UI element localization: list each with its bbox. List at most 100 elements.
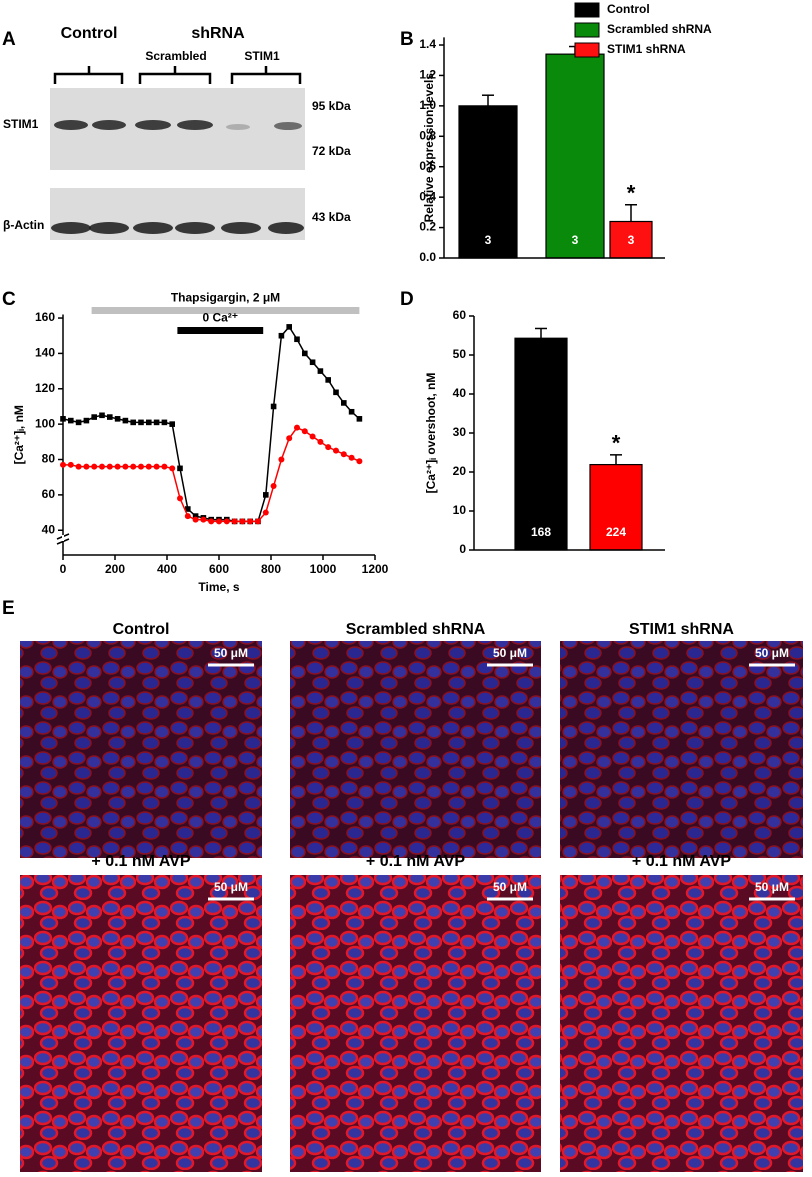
bar bbox=[514, 337, 568, 551]
image-title: + 0.1 nM AVP bbox=[91, 853, 190, 870]
marker bbox=[192, 516, 199, 523]
blot-subgroup: STIM1 bbox=[244, 49, 280, 63]
marker bbox=[114, 463, 121, 470]
marker bbox=[340, 451, 347, 458]
image-grid: Control 50 μM Scrambled shRNA 50 μM STIM1 sh… bbox=[20, 621, 803, 1172]
y-tick-label: 40 bbox=[42, 522, 56, 536]
y-tick-label: 0.6 bbox=[419, 159, 436, 173]
marker bbox=[68, 417, 74, 424]
legend-swatch bbox=[574, 2, 600, 18]
blot-row-label: β-Actin bbox=[3, 218, 44, 232]
marker bbox=[262, 509, 269, 516]
marker bbox=[216, 518, 222, 525]
marker bbox=[356, 458, 363, 465]
marker bbox=[309, 433, 316, 440]
significance: * bbox=[627, 181, 636, 206]
micrograph bbox=[20, 641, 262, 858]
marker bbox=[239, 518, 246, 525]
marker bbox=[138, 463, 144, 470]
marker bbox=[270, 403, 277, 410]
marker bbox=[302, 350, 308, 357]
image-title: + 0.1 nM AVP bbox=[632, 853, 731, 870]
marker bbox=[270, 483, 277, 490]
marker bbox=[255, 518, 261, 525]
n-label: 224 bbox=[606, 525, 626, 539]
marker bbox=[348, 408, 355, 415]
marker bbox=[161, 463, 168, 470]
y-tick-label: 1.2 bbox=[419, 68, 436, 82]
n-label: 3 bbox=[485, 233, 492, 247]
marker bbox=[91, 414, 97, 420]
bar bbox=[589, 463, 643, 551]
marker bbox=[185, 506, 191, 512]
n-label: 3 bbox=[572, 233, 579, 247]
image-title: + 0.1 nM AVP bbox=[366, 853, 465, 870]
panel-label: A bbox=[2, 29, 16, 50]
blot-image bbox=[50, 88, 305, 170]
marker bbox=[122, 463, 129, 470]
marker bbox=[122, 417, 129, 424]
marker bbox=[333, 447, 339, 454]
y-tick-label: 30 bbox=[453, 425, 467, 439]
y-tick-label: 60 bbox=[42, 487, 56, 501]
marker bbox=[294, 336, 300, 343]
marker bbox=[83, 463, 90, 470]
micrograph bbox=[290, 875, 541, 1172]
marker bbox=[177, 495, 183, 502]
marker bbox=[106, 463, 113, 470]
y-axis-label: [Ca²⁺]ᵢ overshoot, nM bbox=[424, 373, 438, 494]
y-tick-label: 100 bbox=[35, 416, 55, 430]
y-tick-label: 0.4 bbox=[419, 189, 436, 203]
y-tick-label: 80 bbox=[42, 452, 56, 466]
x-tick-label: 400 bbox=[157, 562, 177, 576]
image-title: Scrambled shRNA bbox=[346, 621, 486, 638]
micrograph bbox=[290, 641, 541, 858]
marker bbox=[356, 416, 363, 422]
panel-label: B bbox=[400, 29, 414, 50]
marker bbox=[278, 332, 285, 339]
marker bbox=[325, 377, 331, 383]
marker bbox=[184, 513, 191, 520]
marker bbox=[153, 463, 160, 470]
marker bbox=[169, 465, 176, 472]
x-tick-label: 200 bbox=[105, 562, 125, 576]
x-axis-label: Time, s bbox=[198, 580, 239, 594]
x-tick-label: 1200 bbox=[362, 562, 389, 576]
marker bbox=[145, 463, 152, 470]
annotation-bar bbox=[177, 327, 264, 334]
y-tick-label: 20 bbox=[453, 464, 467, 478]
marker bbox=[91, 463, 98, 470]
significance: * bbox=[612, 431, 621, 456]
marker bbox=[317, 368, 324, 374]
marker bbox=[169, 421, 175, 427]
legend-label: Control bbox=[607, 2, 650, 16]
marker bbox=[146, 419, 152, 426]
marker bbox=[130, 419, 136, 426]
y-tick-label: 160 bbox=[35, 310, 55, 324]
marker bbox=[208, 518, 215, 525]
blot-image bbox=[50, 188, 305, 240]
blot-marker: 72 kDa bbox=[312, 144, 351, 158]
scale-bar-label: 50 μM bbox=[214, 646, 248, 660]
blot-group: Control bbox=[61, 25, 118, 42]
marker bbox=[286, 435, 293, 442]
blot-subgroup: Scrambled bbox=[145, 49, 206, 63]
scale-bar-label: 50 μM bbox=[214, 880, 248, 894]
y-tick-label: 120 bbox=[35, 381, 55, 395]
marker bbox=[301, 428, 308, 435]
y-tick-label: 0.2 bbox=[419, 220, 436, 234]
marker bbox=[278, 456, 285, 463]
annotation-bar bbox=[91, 307, 360, 314]
y-tick-label: 40 bbox=[453, 386, 467, 400]
micrograph bbox=[560, 875, 803, 1172]
blot-row-label: STIM1 bbox=[3, 117, 39, 131]
marker bbox=[60, 416, 66, 422]
marker bbox=[309, 359, 316, 366]
marker bbox=[60, 461, 66, 468]
scale-bar-label: 50 μM bbox=[755, 646, 789, 660]
annotation-label: 0 Ca²⁺ bbox=[202, 311, 238, 325]
marker bbox=[263, 492, 269, 498]
marker bbox=[247, 518, 254, 525]
marker bbox=[67, 461, 74, 468]
marker bbox=[286, 324, 292, 330]
